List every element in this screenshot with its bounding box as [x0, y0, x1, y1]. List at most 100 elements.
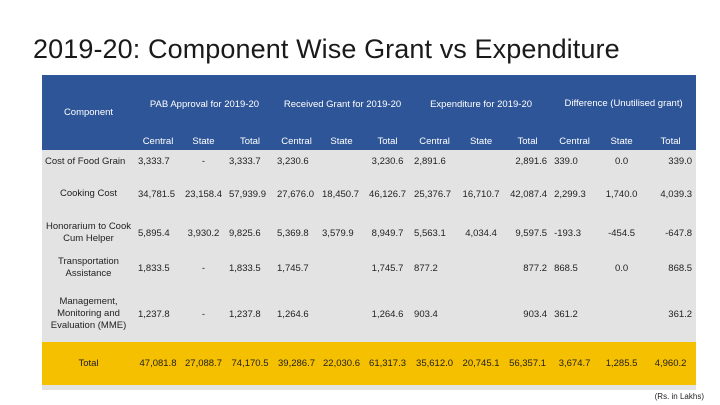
sub-header-state: State — [181, 133, 226, 150]
total-cell: 74,170.5 — [226, 342, 275, 385]
sub-header-central: Central — [135, 133, 181, 150]
total-cell: 4,960.2 — [645, 342, 697, 385]
total-row: Total 47,081.8 27,088.7 74,170.5 39,286.7 22,… — [42, 342, 697, 385]
group-header-received: Received Grant for 2019-20 — [274, 75, 412, 133]
grant-expenditure-table: Component PAB Approval for 2019-20 Recei… — [42, 75, 697, 385]
table-cell: 42,087.4 — [504, 172, 552, 216]
table-cell — [319, 286, 365, 342]
table-row: Cost of Food Grain 3,333.7-3,333.7 3,230.6… — [42, 150, 697, 172]
table-cell: 9,597.5 — [504, 216, 552, 250]
table-cell: 5,369.8 — [274, 216, 320, 250]
unit-note: (Rs. in Lakhs) — [654, 392, 704, 401]
row-label: Cooking Cost — [42, 172, 135, 216]
group-header-pab: PAB Approval for 2019-20 — [135, 75, 275, 133]
table-cell: 27,676.0 — [274, 172, 320, 216]
table-cell: 23,158.4 — [181, 172, 226, 216]
group-header-expenditure: Expenditure for 2019-20 — [411, 75, 552, 133]
header-row-sub: Central State Total Central State Total … — [42, 133, 697, 150]
table-cell — [598, 286, 646, 342]
total-cell: 3,674.7 — [551, 342, 599, 385]
table-cell — [319, 150, 365, 172]
table-cell: - — [181, 150, 226, 172]
total-cell: 27,088.7 — [181, 342, 226, 385]
table-row: Honorarium to Cook Cum Helper 5,895.4 3,93… — [42, 216, 697, 250]
table-cell: 3,930.2 — [181, 216, 226, 250]
sub-header-state: State — [458, 133, 505, 150]
table-cell: - — [181, 250, 226, 286]
sub-header-central: Central — [411, 133, 459, 150]
table-cell — [319, 250, 365, 286]
sub-header-total: Total — [226, 133, 275, 150]
table-cell: 1,237.8 — [135, 286, 181, 342]
table-cell: 3,230.6 — [274, 150, 320, 172]
total-cell: 20,745.1 — [458, 342, 505, 385]
table-row: Transportation Assistance 1,833.5-1,833.5… — [42, 250, 697, 286]
table-cell: 5,563.1 — [411, 216, 459, 250]
table-cell: 1,745.7 — [364, 250, 412, 286]
table-cell: 339.0 — [551, 150, 599, 172]
table-cell: - — [181, 286, 226, 342]
table-cell: 46,126.7 — [364, 172, 412, 216]
total-cell: 47,081.8 — [135, 342, 181, 385]
table-cell: 1,745.7 — [274, 250, 320, 286]
table-cell: 8,949.7 — [364, 216, 412, 250]
table-cell: 2,299.3 — [551, 172, 599, 216]
table-cell: 4,034.4 — [458, 216, 505, 250]
table-cell: 1,264.6 — [364, 286, 412, 342]
table-row: Cooking Cost 34,781.5 23,158.4 57,939.9 27,6… — [42, 172, 697, 216]
table-cell: -647.8 — [645, 216, 697, 250]
sub-header-state: State — [319, 133, 365, 150]
table-cell: -454.5 — [598, 216, 646, 250]
row-label: Transportation Assistance — [42, 250, 135, 286]
table-cell: 16,710.7 — [458, 172, 505, 216]
row-label: Management, Monitoring and Evaluation (M… — [42, 286, 135, 342]
total-cell: 1,285.5 — [598, 342, 646, 385]
table-cell: 868.5 — [551, 250, 599, 286]
table-cell: 57,939.9 — [226, 172, 275, 216]
table-cell: -193.3 — [551, 216, 599, 250]
sub-header-central: Central — [551, 133, 599, 150]
total-cell: 22,030.6 — [319, 342, 365, 385]
table-cell — [458, 150, 505, 172]
table-cell: 361.2 — [551, 286, 599, 342]
table-cell: 2,891.6 — [411, 150, 459, 172]
page-title: 2019-20: Component Wise Grant vs Expendi… — [33, 34, 620, 64]
component-header: Component — [42, 75, 135, 150]
table-cell: 868.5 — [645, 250, 697, 286]
sub-header-central: Central — [274, 133, 320, 150]
table-cell: 0.0 — [598, 250, 646, 286]
sub-header-total: Total — [504, 133, 552, 150]
table-cell: 903.4 — [411, 286, 459, 342]
table-cell — [458, 250, 505, 286]
table-cell: 25,376.7 — [411, 172, 459, 216]
table-row: Management, Monitoring and Evaluation (M… — [42, 286, 697, 342]
total-cell: 61,317.3 — [364, 342, 412, 385]
table-cell: 1,833.5 — [135, 250, 181, 286]
table-cell: 5,895.4 — [135, 216, 181, 250]
table-cell: 903.4 — [504, 286, 552, 342]
table-cell: 1,833.5 — [226, 250, 275, 286]
row-label: Honorarium to Cook Cum Helper — [42, 216, 135, 250]
table-cell: 3,230.6 — [364, 150, 412, 172]
group-header-difference: Difference (Unutilised grant) — [551, 75, 697, 133]
table-cell: 339.0 — [645, 150, 697, 172]
table-cell — [458, 286, 505, 342]
table-cell: 3,333.7 — [226, 150, 275, 172]
table-cell: 877.2 — [504, 250, 552, 286]
table-cell: 361.2 — [645, 286, 697, 342]
table-cell: 0.0 — [598, 150, 646, 172]
table-cell: 1,264.6 — [274, 286, 320, 342]
table-cell: 34,781.5 — [135, 172, 181, 216]
sub-header-total: Total — [645, 133, 697, 150]
row-label: Cost of Food Grain — [42, 150, 135, 172]
sub-header-state: State — [598, 133, 646, 150]
table-cell: 877.2 — [411, 250, 459, 286]
table-cell: 18,450.7 — [319, 172, 365, 216]
sub-header-total: Total — [364, 133, 412, 150]
table-cell: 1,740.0 — [598, 172, 646, 216]
table-cell: 2,891.6 — [504, 150, 552, 172]
table-cell: 3,579.9 — [319, 216, 365, 250]
table-cell: 3,333.7 — [135, 150, 181, 172]
total-cell: 56,357.1 — [504, 342, 552, 385]
total-cell: 35,612.0 — [411, 342, 459, 385]
